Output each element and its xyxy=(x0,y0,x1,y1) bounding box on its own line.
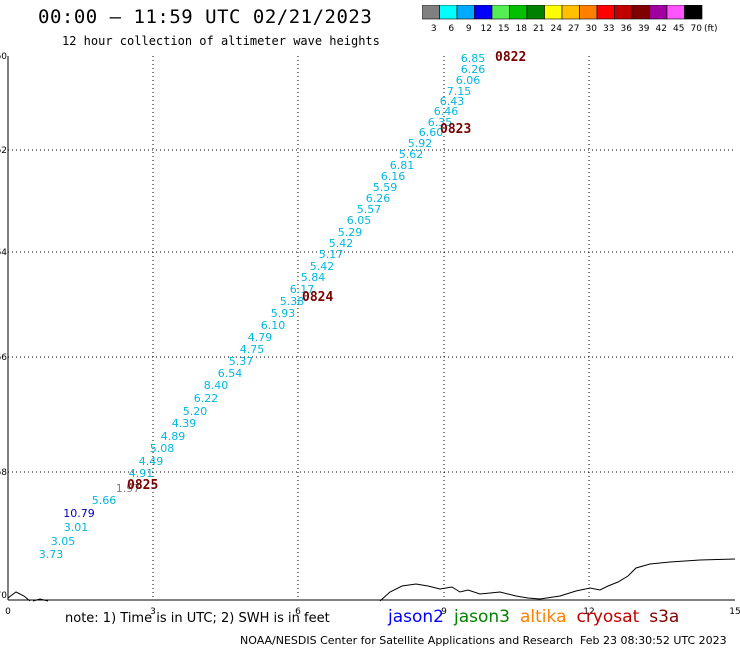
satellite-name: altika xyxy=(520,607,567,627)
wave-height-label: 6.05 xyxy=(347,214,372,227)
legend-label: 12 xyxy=(481,24,492,34)
wave-height-label: 4.79 xyxy=(248,331,273,344)
wave-height-label: 5.84 xyxy=(301,271,326,284)
legend-label: 70 xyxy=(691,24,703,34)
satellite-legend: jason2 jason3 altika cryosat s3a xyxy=(388,607,689,627)
wave-height-label: 4.91 xyxy=(129,467,154,480)
wave-height-label: 5.66 xyxy=(92,494,117,507)
footer-credit: NOAA/NESDIS Center for Satellite Applica… xyxy=(240,634,574,647)
page-subtitle: 12 hour collection of altimeter wave hei… xyxy=(62,34,380,48)
map-frame xyxy=(7,56,735,601)
wave-height-label: 6.43 xyxy=(440,95,465,108)
wave-height-label: 6.81 xyxy=(390,159,415,172)
lat-tick-label: -68 xyxy=(0,468,7,478)
legend-label: 27 xyxy=(568,24,579,34)
wave-height-label: 5.37 xyxy=(229,355,254,368)
antarctic-coastline xyxy=(7,558,736,602)
lon-tick-label: 6 xyxy=(295,607,301,617)
legend-label: 39 xyxy=(638,24,650,34)
legend-label: 15 xyxy=(498,24,509,34)
pass-time-label: 0822 xyxy=(495,50,526,65)
satellite-name: jason2 xyxy=(388,607,444,627)
legend-label: 33 xyxy=(603,24,614,34)
wave-height-label: 10.79 xyxy=(63,507,95,520)
wave-height-label: 5.59 xyxy=(373,181,398,194)
wave-height-label: 5.38 xyxy=(280,295,305,308)
wave-height-label: 5.42 xyxy=(310,260,335,273)
legend-label: 45 xyxy=(673,24,684,34)
pass-time-labels: 0822 0823 0824 0825 xyxy=(127,50,526,493)
lon-tick-label: 12 xyxy=(583,607,594,617)
lon-tick-label: 15 xyxy=(729,607,740,617)
pass-time-label: 0825 xyxy=(127,478,158,493)
wave-height-label: 6.17 xyxy=(290,283,315,296)
axis-tick-labels: -60 -62 -64 -66 -68 -70 0 3 6 9 12 15 xyxy=(0,52,740,617)
wave-height-label: 6.06 xyxy=(456,74,481,87)
lat-tick-label: -64 xyxy=(0,248,7,258)
lat-tick-label: -70 xyxy=(0,591,7,601)
wave-height-label: 5.57 xyxy=(357,203,382,216)
legend-label: 24 xyxy=(551,24,563,34)
legend-label: 21 xyxy=(533,24,544,34)
legend-label: 3 xyxy=(431,24,437,34)
wave-height-label: 8.40 xyxy=(204,379,229,392)
lon-tick-label: 0 xyxy=(5,607,11,617)
wave-height-label: 1.97 xyxy=(116,482,141,495)
wave-height-label: 4.39 xyxy=(172,417,197,430)
wave-height-label: 5.29 xyxy=(338,226,363,239)
page-title: 00:00 – 11:59 UTC 02/21/2023 xyxy=(38,6,373,28)
legend-swatch xyxy=(684,5,703,20)
lat-tick-label: -60 xyxy=(0,52,7,62)
wave-height-label: 6.54 xyxy=(218,367,243,380)
wave-height-label: 7.15 xyxy=(447,85,472,98)
map-gridlines xyxy=(8,56,735,600)
wave-height-label: 3.01 xyxy=(64,521,89,534)
legend-label: 36 xyxy=(621,24,633,34)
wave-height-label: 5.08 xyxy=(150,442,175,455)
wave-height-label: 4.89 xyxy=(161,430,186,443)
wave-height-label: 6.85 xyxy=(461,52,486,65)
wave-height-label: 5.92 xyxy=(408,137,433,150)
lat-tick-label: -62 xyxy=(0,146,7,156)
wave-height-label: 3.73 xyxy=(39,548,64,561)
lat-tick-label: -66 xyxy=(0,353,7,363)
wave-height-label: 6.26 xyxy=(366,192,391,205)
wave-height-label: 6.46 xyxy=(434,105,459,118)
footer-timestamp: Feb 23 08:30:52 UTC 2023 xyxy=(580,634,727,647)
lon-tick-label: 9 xyxy=(441,607,447,617)
wave-height-label: 6.60 xyxy=(419,126,444,139)
satellite-name: jason3 xyxy=(454,607,510,627)
footer-note: note: 1) Time is in UTC; 2) SWH is in fe… xyxy=(65,611,330,626)
satellite-name: s3a xyxy=(649,607,680,627)
pass-time-label: 0824 xyxy=(302,290,333,305)
wave-height-label: 5.42 xyxy=(329,237,354,250)
legend-label: 18 xyxy=(516,24,528,34)
lon-tick-label: 3 xyxy=(150,607,156,617)
satellite-name: cryosat xyxy=(576,607,640,627)
wave-height-label: 6.26 xyxy=(461,63,486,76)
color-legend: 3 6 9 12 15 18 21 24 27 30 33 36 39 42 45 70 (ft) xyxy=(422,5,718,34)
legend-label: 6 xyxy=(448,24,454,34)
wave-height-label: 5.62 xyxy=(399,148,424,161)
wave-height-label: 6.35 xyxy=(428,116,453,129)
wave-height-label: 5.17 xyxy=(319,248,344,261)
legend-label: 42 xyxy=(656,24,667,34)
legend-unit: (ft) xyxy=(704,24,718,34)
wave-height-label: 4.75 xyxy=(240,343,265,356)
legend-label: 30 xyxy=(586,24,598,34)
wave-height-label: 4.49 xyxy=(139,455,164,468)
pass-time-label: 0823 xyxy=(440,122,471,137)
wave-height-label: 3.05 xyxy=(51,535,76,548)
legend-label: 9 xyxy=(466,24,472,34)
wave-height-label: 5.20 xyxy=(183,405,208,418)
wave-height-label: 6.10 xyxy=(261,319,286,332)
wave-height-label: 6.22 xyxy=(194,392,219,405)
wave-height-label: 6.16 xyxy=(381,170,406,183)
wave-height-track: 6.856.266.067.156.436.466.356.605.925.62… xyxy=(39,52,486,561)
wave-height-label: 5.93 xyxy=(271,307,296,320)
